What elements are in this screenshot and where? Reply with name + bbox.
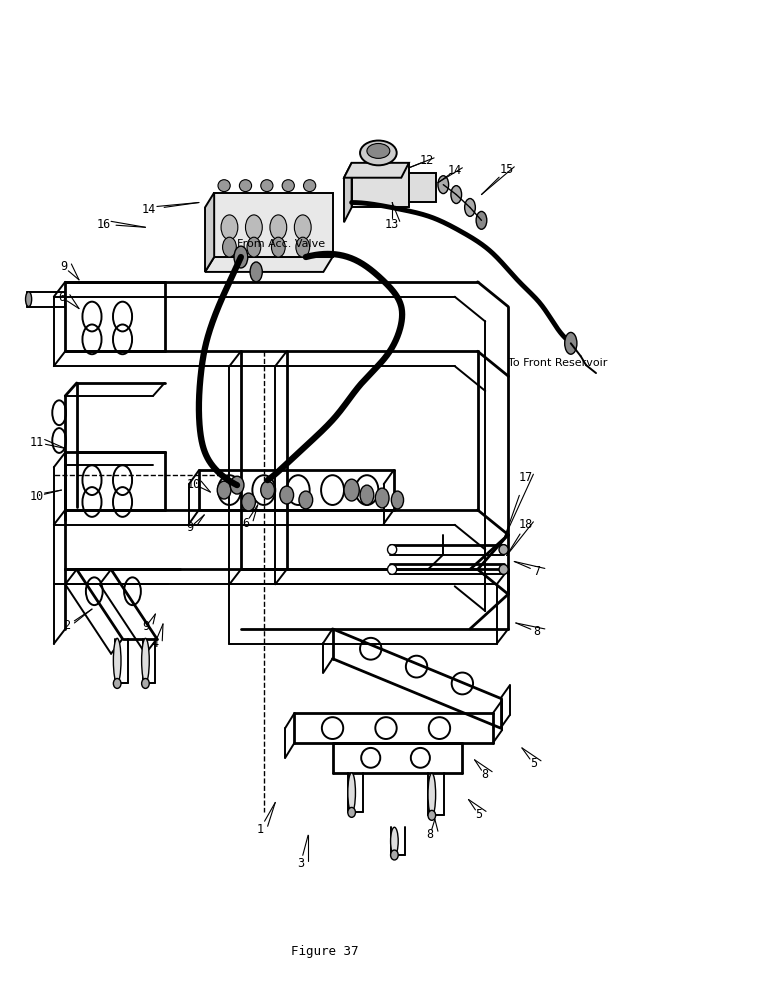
Ellipse shape bbox=[428, 810, 435, 820]
Ellipse shape bbox=[303, 180, 316, 192]
Text: 2: 2 bbox=[63, 619, 70, 632]
Ellipse shape bbox=[245, 215, 262, 240]
Ellipse shape bbox=[360, 141, 397, 165]
Text: 15: 15 bbox=[499, 163, 514, 176]
Ellipse shape bbox=[218, 180, 230, 192]
Ellipse shape bbox=[367, 143, 390, 158]
Ellipse shape bbox=[282, 180, 294, 192]
Ellipse shape bbox=[388, 545, 397, 555]
Text: 5: 5 bbox=[530, 757, 537, 770]
Ellipse shape bbox=[476, 211, 487, 229]
Text: 9: 9 bbox=[60, 260, 67, 273]
Text: 8: 8 bbox=[427, 828, 434, 841]
Text: 14: 14 bbox=[142, 203, 157, 216]
Ellipse shape bbox=[270, 215, 286, 240]
Ellipse shape bbox=[299, 491, 313, 509]
Ellipse shape bbox=[391, 491, 404, 509]
Ellipse shape bbox=[360, 485, 374, 505]
Ellipse shape bbox=[391, 850, 398, 860]
Ellipse shape bbox=[221, 215, 238, 240]
Polygon shape bbox=[214, 193, 333, 257]
Text: 16: 16 bbox=[96, 218, 110, 231]
Text: 9: 9 bbox=[142, 620, 149, 633]
Text: 12: 12 bbox=[419, 154, 434, 167]
Ellipse shape bbox=[451, 186, 462, 203]
Ellipse shape bbox=[113, 678, 121, 688]
Text: 4: 4 bbox=[151, 637, 158, 650]
Ellipse shape bbox=[428, 773, 435, 816]
Text: 10: 10 bbox=[186, 478, 201, 491]
Polygon shape bbox=[205, 193, 214, 272]
Polygon shape bbox=[344, 163, 409, 178]
Ellipse shape bbox=[25, 292, 32, 307]
Text: 14: 14 bbox=[448, 164, 462, 177]
Text: 17: 17 bbox=[519, 471, 533, 484]
Text: 6: 6 bbox=[59, 291, 66, 304]
Ellipse shape bbox=[375, 488, 389, 508]
Text: 1: 1 bbox=[256, 823, 263, 836]
Ellipse shape bbox=[438, 176, 449, 194]
Ellipse shape bbox=[296, 237, 310, 257]
Ellipse shape bbox=[388, 564, 397, 574]
Ellipse shape bbox=[247, 237, 261, 257]
Ellipse shape bbox=[294, 215, 311, 240]
Text: 13: 13 bbox=[385, 218, 399, 231]
Ellipse shape bbox=[344, 479, 359, 501]
Ellipse shape bbox=[141, 638, 149, 683]
Ellipse shape bbox=[272, 237, 285, 257]
Text: 7: 7 bbox=[533, 565, 540, 578]
Text: From Acc. Valve: From Acc. Valve bbox=[237, 239, 325, 249]
Text: 3: 3 bbox=[297, 857, 304, 870]
Ellipse shape bbox=[113, 638, 121, 683]
Polygon shape bbox=[351, 163, 409, 207]
Ellipse shape bbox=[222, 237, 236, 257]
Polygon shape bbox=[205, 257, 333, 272]
Text: 10: 10 bbox=[30, 490, 44, 503]
Polygon shape bbox=[409, 173, 435, 202]
Polygon shape bbox=[344, 163, 351, 222]
Ellipse shape bbox=[280, 486, 293, 504]
Text: 9: 9 bbox=[186, 521, 193, 534]
Ellipse shape bbox=[217, 481, 231, 499]
Text: 18: 18 bbox=[519, 518, 533, 531]
Text: 11: 11 bbox=[30, 436, 44, 449]
Ellipse shape bbox=[564, 332, 577, 354]
Ellipse shape bbox=[250, 262, 262, 282]
Text: 6: 6 bbox=[242, 517, 249, 530]
Ellipse shape bbox=[239, 180, 252, 192]
Text: 8: 8 bbox=[481, 768, 488, 781]
Text: 8: 8 bbox=[533, 625, 540, 638]
Ellipse shape bbox=[242, 493, 256, 511]
Ellipse shape bbox=[261, 481, 275, 499]
Ellipse shape bbox=[348, 807, 355, 817]
Text: To Front Reservoir: To Front Reservoir bbox=[508, 358, 608, 368]
Ellipse shape bbox=[348, 773, 355, 812]
Ellipse shape bbox=[465, 199, 476, 216]
Text: Figure 37: Figure 37 bbox=[291, 945, 359, 958]
Ellipse shape bbox=[261, 180, 273, 192]
Ellipse shape bbox=[234, 246, 248, 268]
Ellipse shape bbox=[391, 827, 398, 855]
Ellipse shape bbox=[141, 678, 149, 688]
Ellipse shape bbox=[230, 476, 244, 494]
Text: 5: 5 bbox=[475, 808, 482, 821]
Ellipse shape bbox=[499, 564, 508, 574]
Ellipse shape bbox=[499, 545, 508, 555]
